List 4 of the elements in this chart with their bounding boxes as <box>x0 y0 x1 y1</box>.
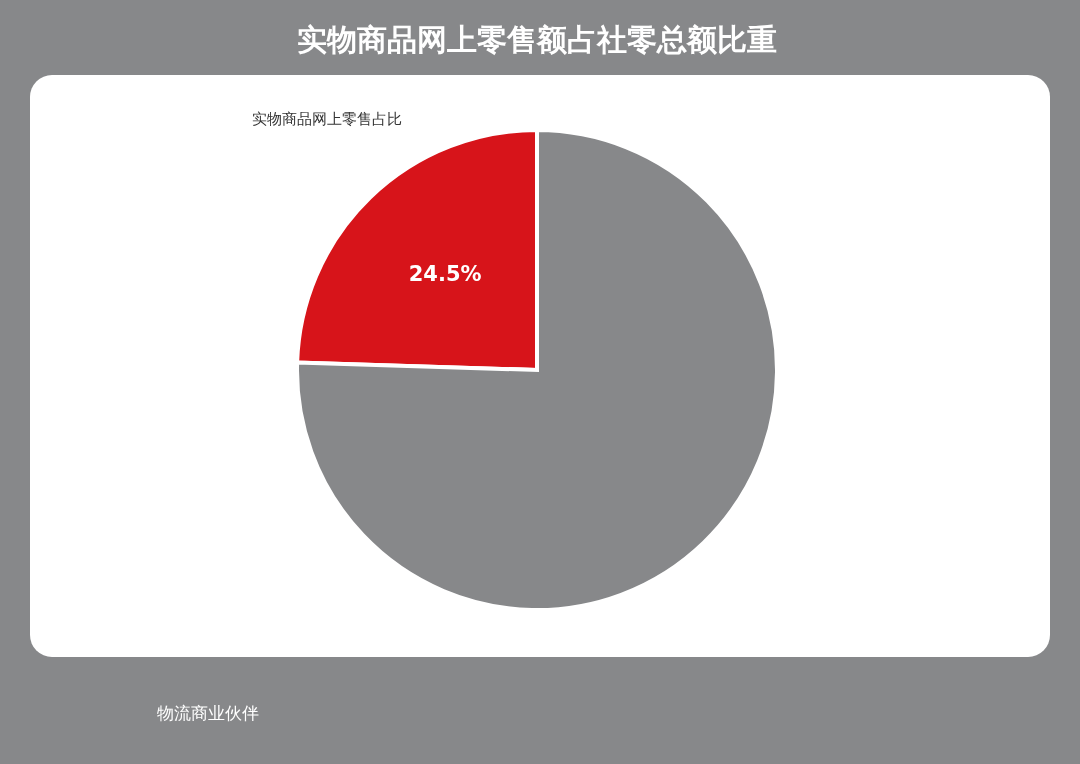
text: 物流商业伙伴 <box>157 702 259 725</box>
chart-title: 实物商品网上零售额占社零总额比重 <box>297 22 777 57</box>
data-label: 24.5% <box>408 262 482 287</box>
slice-label: 实物商品网上零售占比 <box>252 109 403 128</box>
